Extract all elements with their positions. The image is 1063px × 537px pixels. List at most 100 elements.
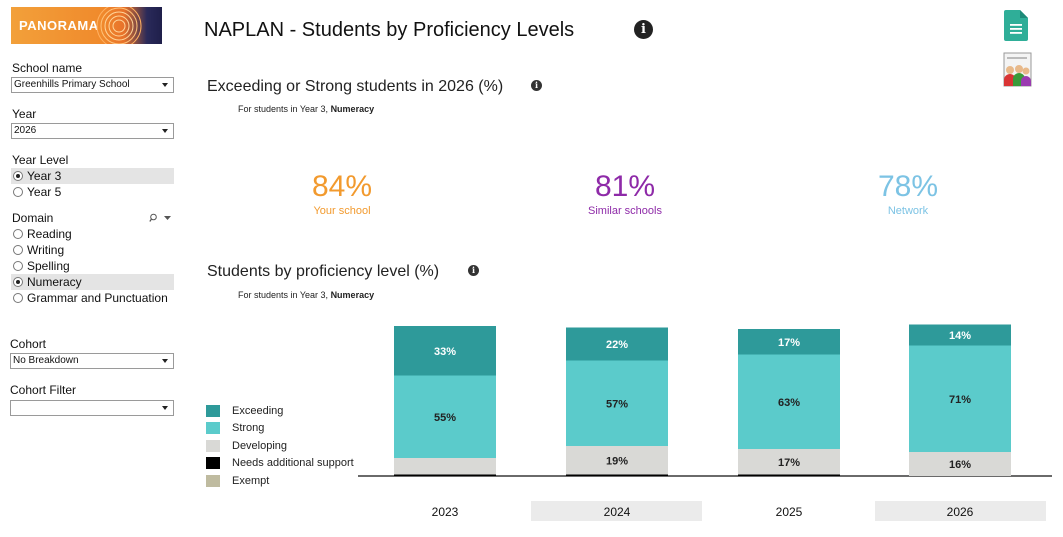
year-level-option-year-3[interactable]: Year 3 — [11, 168, 174, 184]
x-tick-label: 2023 — [431, 505, 459, 519]
data-label: 17% — [778, 337, 800, 349]
bar-segment-developing-2025[interactable] — [738, 449, 840, 475]
legend-swatch — [206, 422, 220, 435]
data-label: 22% — [606, 339, 628, 351]
x-tick-label: 2026 — [946, 505, 974, 519]
kpi-section-note: For students in Year 3, Numeracy — [238, 104, 375, 114]
bar-segment-exceeding-2024[interactable] — [566, 327, 668, 361]
legend-label: Exceeding — [232, 404, 284, 417]
bar-segment-strong-2024[interactable] — [566, 360, 668, 447]
radio-selected-icon — [13, 171, 23, 181]
kpi-label: Network — [887, 205, 929, 217]
domain-option-grammar[interactable]: Grammar and Punctuation — [11, 290, 174, 306]
info-icon[interactable]: i — [468, 265, 479, 276]
chevron-down-icon — [162, 129, 168, 133]
legend-swatch — [206, 474, 220, 487]
domain-option-label: Numeracy — [27, 275, 82, 289]
domain-label: Domain — [12, 211, 54, 225]
data-label: 19% — [606, 455, 628, 467]
cohort-select[interactable]: No Breakdown — [10, 353, 174, 369]
bar-segment-developing-2023[interactable] — [394, 458, 496, 475]
logo-text: PANORAMA — [19, 18, 99, 33]
panorama-logo: PANORAMA — [11, 7, 162, 44]
bar-segment-exceeding-2023[interactable] — [394, 326, 496, 376]
info-icon[interactable]: i — [634, 20, 653, 39]
chart-section-note: For students in Year 3, Numeracy — [238, 290, 375, 300]
data-label: 55% — [434, 412, 456, 424]
bar-segment-exceeding-2026[interactable] — [909, 324, 1011, 346]
bar-segment-strong-2026[interactable] — [909, 345, 1011, 453]
legend-item-developing: Developing — [206, 437, 354, 455]
kpi-network: 78% Network — [828, 170, 988, 217]
chevron-down-icon — [162, 83, 168, 87]
domain-option-label: Spelling — [27, 259, 70, 273]
chevron-down-icon — [162, 406, 168, 410]
page-title: NAPLAN - Students by Proficiency Levels — [204, 19, 575, 41]
legend-label: Developing — [232, 439, 288, 452]
domain-option-label: Grammar and Punctuation — [27, 291, 168, 305]
school-select[interactable]: Greenhills Primary School — [11, 77, 174, 93]
kpi-label: Similar schools — [588, 205, 662, 217]
chevron-down-icon — [162, 359, 168, 363]
cohort-select-value: No Breakdown — [13, 355, 79, 366]
year-select[interactable]: 2026 — [11, 123, 174, 139]
kpi-label: Your school — [313, 205, 371, 217]
domain-option-spelling[interactable]: Spelling — [11, 258, 174, 274]
cohort-filter-select[interactable] — [10, 400, 174, 416]
year-level-label: Year Level — [12, 153, 69, 167]
school-select-value: Greenhills Primary School — [14, 79, 130, 90]
data-label: 17% — [778, 457, 800, 469]
domain-option-writing[interactable]: Writing — [11, 242, 174, 258]
radio-unselected-icon — [13, 293, 23, 303]
bar-segment-exceeding-2025[interactable] — [738, 329, 840, 355]
data-label: 63% — [778, 397, 800, 409]
domain-option-label: Writing — [27, 243, 65, 257]
cohort-label: Cohort — [10, 337, 47, 351]
domain-search-dropdown-icon[interactable] — [149, 213, 173, 223]
legend-item-exempt: Exempt — [206, 472, 354, 490]
kpi-value: 78% — [877, 170, 939, 203]
legend-label: Strong — [232, 422, 265, 435]
x-tick-label: 2025 — [775, 505, 803, 519]
kpi-value: 81% — [594, 170, 656, 203]
legend-label: Exempt — [232, 474, 270, 487]
x-tick-label: 2024 — [603, 505, 631, 519]
domain-option-reading[interactable]: Reading — [11, 226, 174, 242]
radio-unselected-icon — [13, 229, 23, 239]
bar-segment-strong-2025[interactable] — [738, 354, 840, 450]
year-level-option-year-5[interactable]: Year 5 — [11, 184, 174, 200]
kpi-value: 84% — [311, 170, 373, 203]
bar-segment-developing-2024[interactable] — [566, 446, 668, 475]
bar-segment-developing-2026[interactable] — [909, 452, 1011, 476]
year-select-value: 2026 — [14, 125, 37, 136]
data-label: 57% — [606, 398, 628, 410]
radio-unselected-icon — [13, 245, 23, 255]
chart-legend: Exceeding Strong Developing Needs additi… — [206, 402, 354, 490]
kpi-similar-schools: 81% Similar schools — [545, 170, 705, 217]
data-label: 33% — [434, 346, 456, 358]
year-highlight-2026 — [875, 501, 1046, 521]
radio-unselected-icon — [13, 261, 23, 271]
document-icon[interactable] — [1004, 10, 1028, 41]
legend-swatch — [206, 439, 220, 452]
legend-swatch — [206, 457, 220, 470]
logo-circles-icon — [96, 7, 142, 44]
bar-segment-needs-additional-support-2023[interactable] — [394, 474, 496, 477]
legend-item-strong: Strong — [206, 420, 354, 438]
year-level-option-label: Year 3 — [27, 169, 62, 183]
bar-segment-needs-additional-support-2025[interactable] — [738, 474, 840, 477]
bar-segment-needs-additional-support-2024[interactable] — [566, 474, 668, 477]
data-label: 16% — [949, 459, 971, 471]
kpi-your-school: 84% Your school — [262, 170, 422, 217]
legend-item-exceeding: Exceeding — [206, 402, 354, 420]
kpi-section-title: Exceeding or Strong students in 2026 (%) — [207, 78, 504, 95]
year-level-option-label: Year 5 — [27, 185, 62, 199]
proficiency-stacked-bar-chart: 55% 33% 19% 57% 22% 17% 63% 17% 16% 71% 14% — [358, 324, 1052, 477]
info-icon[interactable]: i — [531, 80, 542, 91]
student-group-icon[interactable] — [999, 52, 1035, 88]
domain-option-label: Reading — [27, 227, 72, 241]
domain-option-numeracy[interactable]: Numeracy — [11, 274, 174, 290]
legend-label: Needs additional support — [232, 457, 354, 470]
bar-segment-strong-2023[interactable] — [394, 375, 496, 459]
school-name-label: School name — [12, 61, 83, 75]
